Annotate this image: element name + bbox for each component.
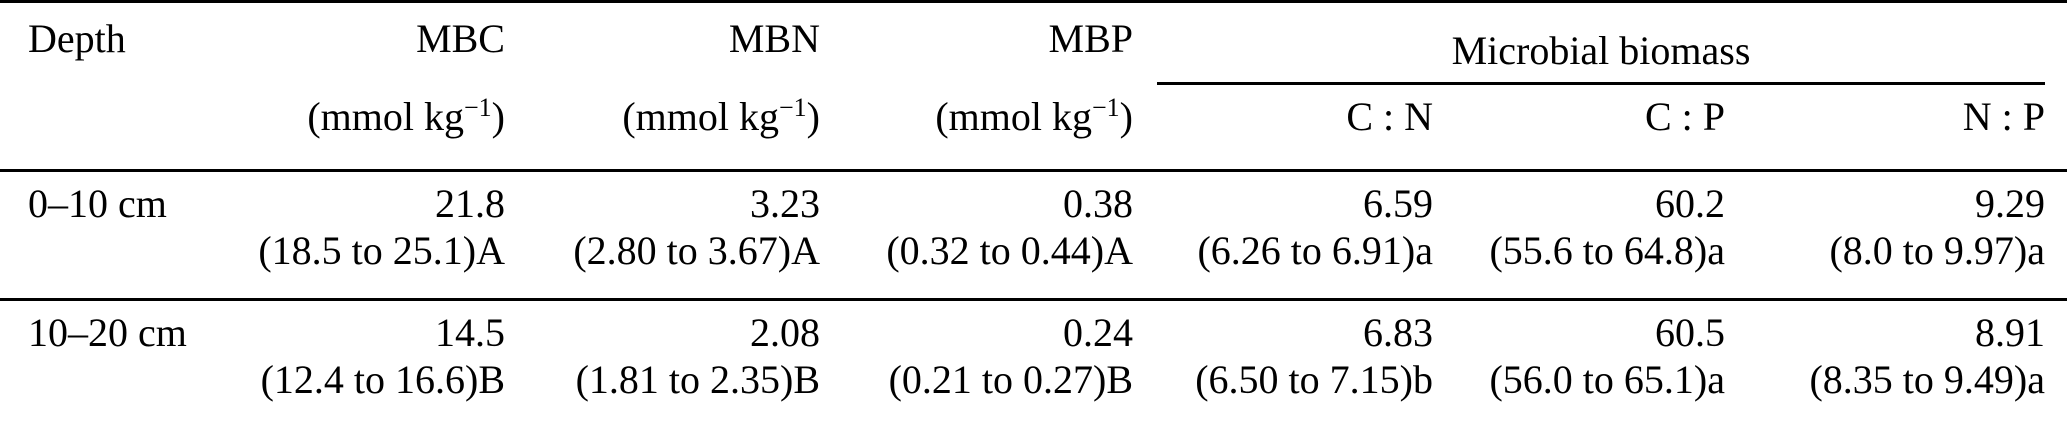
header-row-units: (mmol kg−1) (mmol kg−1) (mmol kg−1) C : … [0,85,2067,170]
cp-ratio-cell: 60.2 (55.6 to 64.8)a [1433,170,1725,299]
cp-value: 60.5 [1655,309,1725,355]
unit-exponent: −1 [779,93,807,122]
depth-label: 10–20 cm [28,309,187,355]
depth-label: 0–10 cm [28,180,167,226]
header-row-labels: Depth MBC MBN MBP Microbial biomass [0,2,2067,85]
mbn-range: (1.81 to 2.35)B [575,356,820,402]
table-body: 0–10 cm 21.8 (18.5 to 25.1)A 3.23 (2.80 … [0,170,2067,424]
column-header-mbc: MBC [416,16,505,61]
table-row-depth-10-20: 10–20 cm 14.5 (12.4 to 16.6)B 2.08 (1.81… [0,299,2067,424]
group-header-label: Microbial biomass [1157,15,2045,85]
column-header-depth: Depth [28,16,126,61]
unit-header-mbc: (mmol kg−1) [250,85,505,170]
np-range: (8.0 to 9.97)a [1829,227,2045,273]
unit-close: ) [491,94,505,139]
unit-text: (mmol kg [622,94,779,139]
column-header-mbp: MBP [1048,16,1134,61]
mbn-cell: 2.08 (1.81 to 2.35)B [505,299,820,424]
cp-value: 60.2 [1655,180,1725,226]
cp-ratio-cell: 60.5 (56.0 to 65.1)a [1433,299,1725,424]
group-header-microbial-biomass: Microbial biomass [1133,2,2067,85]
cn-value: 6.59 [1363,180,1433,226]
mbp-range: (0.32 to 0.44)A [886,227,1133,273]
table-row-depth-0-10: 0–10 cm 21.8 (18.5 to 25.1)A 3.23 (2.80 … [0,170,2067,299]
mbc-cell: 21.8 (18.5 to 25.1)A [250,170,505,299]
np-ratio-cell: 9.29 (8.0 to 9.97)a [1725,170,2067,299]
mbc-range: (12.4 to 16.6)B [260,356,505,402]
column-header-mbn: MBN [728,16,820,61]
np-value: 9.29 [1975,180,2045,226]
mbp-range: (0.21 to 0.27)B [888,356,1133,402]
unit-exponent: −1 [1092,93,1120,122]
mbc-range: (18.5 to 25.1)A [258,227,505,273]
mbp-cell: 0.24 (0.21 to 0.27)B [820,299,1133,424]
mbn-value: 2.08 [750,309,820,355]
cn-ratio-cell: 6.83 (6.50 to 7.15)b [1133,299,1433,424]
mbc-value: 14.5 [435,309,505,355]
mbp-value: 0.38 [1063,180,1133,226]
mbp-value: 0.24 [1063,309,1133,355]
np-value: 8.91 [1975,309,2045,355]
unit-close: ) [1119,94,1133,139]
column-header-np-ratio: N : P [1962,94,2045,139]
mbn-value: 3.23 [750,180,820,226]
mbp-cell: 0.38 (0.32 to 0.44)A [820,170,1133,299]
unit-header-mbp: (mmol kg−1) [820,85,1133,170]
cp-range: (55.6 to 64.8)a [1489,227,1725,273]
table-header: Depth MBC MBN MBP Microbial biomass (mmo… [0,2,2067,170]
unit-text: (mmol kg [935,94,1092,139]
mbn-cell: 3.23 (2.80 to 3.67)A [505,170,820,299]
mbc-value: 21.8 [435,180,505,226]
mbc-cell: 14.5 (12.4 to 16.6)B [250,299,505,424]
unit-text: (mmol kg [307,94,464,139]
unit-close: ) [806,94,820,139]
np-range: (8.35 to 9.49)a [1809,356,2045,402]
cn-range: (6.50 to 7.15)b [1195,356,1433,402]
unit-header-mbn: (mmol kg−1) [505,85,820,170]
unit-exponent: −1 [464,93,492,122]
cn-ratio-cell: 6.59 (6.26 to 6.91)a [1133,170,1433,299]
mbn-range: (2.80 to 3.67)A [573,227,820,273]
cn-value: 6.83 [1363,309,1433,355]
column-header-cn-ratio: C : N [1346,94,1433,139]
cp-range: (56.0 to 65.1)a [1489,356,1725,402]
np-ratio-cell: 8.91 (8.35 to 9.49)a [1725,299,2067,424]
cn-range: (6.26 to 6.91)a [1197,227,1433,273]
column-header-cp-ratio: C : P [1644,94,1725,139]
